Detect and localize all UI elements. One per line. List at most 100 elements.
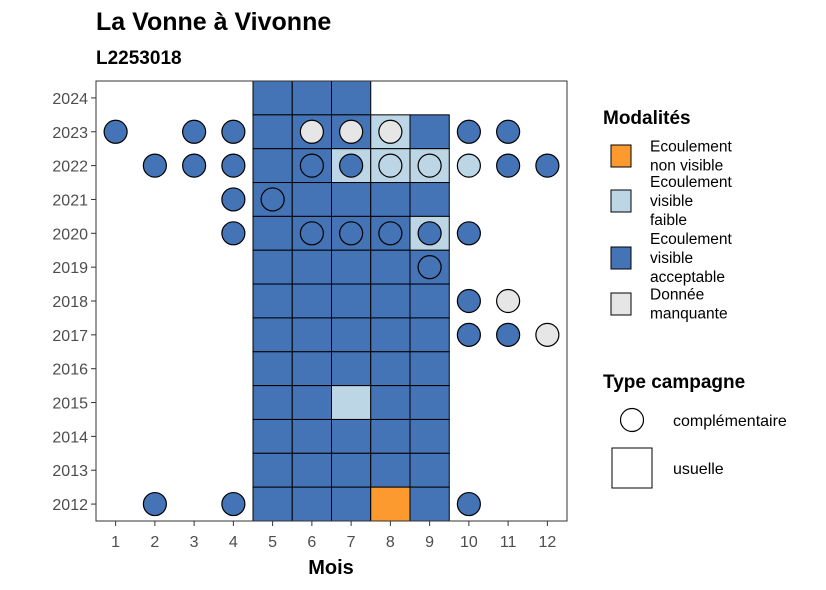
point-2019-9 xyxy=(417,255,442,280)
point-2023-1 xyxy=(103,119,128,144)
point-2022-8 xyxy=(378,153,403,178)
point-2021-4 xyxy=(221,187,246,212)
point-2022-3 xyxy=(182,153,207,178)
x-tick-label: 6 xyxy=(307,534,316,551)
legend-modalites-title: Modalités xyxy=(603,108,691,129)
x-tick-label: 11 xyxy=(500,534,517,551)
legend-key-square xyxy=(611,447,653,489)
point-2017-12 xyxy=(535,322,560,347)
tile-2014-6 xyxy=(291,418,332,454)
tile-2016-5 xyxy=(252,351,293,387)
y-tick-label: 2015 xyxy=(52,396,88,413)
legend-key-acceptable xyxy=(610,246,632,270)
complementaire-points xyxy=(103,119,560,517)
point-2020-6 xyxy=(299,221,324,246)
legend-label-acceptable: Ecoulement xyxy=(650,231,733,248)
tile-2015-8 xyxy=(370,385,411,420)
tile-2017-6 xyxy=(291,317,332,353)
tile-2017-9 xyxy=(409,317,450,353)
tile-2018-9 xyxy=(409,283,450,319)
point-2018-10 xyxy=(456,288,481,314)
point-2018-11 xyxy=(496,288,521,314)
tile-2021-7 xyxy=(331,182,372,217)
legend-label-manquante: Donnée xyxy=(650,287,704,304)
tile-2017-7 xyxy=(331,317,372,353)
point-2017-10 xyxy=(456,322,481,347)
legend-modalites: Modalités Ecoulement non visible Ecoulemen… xyxy=(603,108,733,323)
tile-2014-5 xyxy=(252,418,293,454)
point-2023-11 xyxy=(496,119,521,144)
usuelle-tiles xyxy=(252,80,450,522)
tile-2021-9 xyxy=(409,182,450,217)
point-2022-2 xyxy=(142,153,167,178)
tile-2019-7 xyxy=(331,249,372,285)
point-2012-10 xyxy=(456,491,481,517)
point-2020-10 xyxy=(456,221,481,246)
tile-2013-9 xyxy=(409,452,450,488)
tile-2021-8 xyxy=(370,182,411,217)
legend-key-manquante xyxy=(610,292,632,316)
legend-campagne-title: Type campagne xyxy=(603,372,745,393)
x-axis-title: Mois xyxy=(308,557,354,579)
tile-2021-6 xyxy=(291,182,332,217)
tile-2013-8 xyxy=(370,452,411,488)
y-tick-label: 2018 xyxy=(52,294,88,311)
tile-2018-7 xyxy=(331,283,372,319)
legend-label-faible: visible xyxy=(650,193,693,210)
point-2022-7 xyxy=(339,153,364,178)
tile-2013-7 xyxy=(331,452,372,488)
tile-2019-8 xyxy=(370,249,411,285)
tile-2016-7 xyxy=(331,351,372,387)
tile-2014-9 xyxy=(409,418,450,454)
tile-2016-6 xyxy=(291,351,332,387)
tile-2012-6 xyxy=(291,486,332,522)
x-tick-label: 9 xyxy=(425,534,434,551)
point-2020-7 xyxy=(339,221,364,246)
tile-2012-8 xyxy=(370,486,411,522)
point-2022-10 xyxy=(456,153,481,178)
tile-2012-9 xyxy=(409,486,450,522)
x-axis: 1 2 3 4 5 6 7 8 9 10 11 12 xyxy=(111,521,556,551)
x-tick-label: 8 xyxy=(386,534,395,551)
y-tick-label: 2016 xyxy=(52,362,88,379)
point-2020-8 xyxy=(378,221,403,246)
x-tick-label: 1 xyxy=(111,534,120,551)
tile-2016-9 xyxy=(409,351,450,387)
point-2023-3 xyxy=(182,119,207,144)
x-tick-label: 2 xyxy=(150,534,159,551)
tile-2019-6 xyxy=(291,249,332,285)
tile-2019-5 xyxy=(252,249,293,285)
point-2022-4 xyxy=(221,153,246,178)
y-tick-label: 2019 xyxy=(52,260,88,277)
tile-2018-8 xyxy=(370,283,411,319)
y-tick-label: 2023 xyxy=(52,125,88,142)
y-tick-label: 2021 xyxy=(52,192,88,209)
legend-label-manquante: manquante xyxy=(650,306,728,323)
tile-2013-6 xyxy=(291,452,332,488)
point-2022-6 xyxy=(299,153,324,178)
y-tick-label: 2014 xyxy=(52,429,88,446)
x-tick-label: 3 xyxy=(190,534,199,551)
tile-2023-9 xyxy=(409,114,450,150)
legend-label-acceptable: visible xyxy=(650,250,693,267)
point-2021-5 xyxy=(260,187,285,212)
y-tick-label: 2024 xyxy=(52,91,88,108)
y-tick-label: 2017 xyxy=(52,328,88,345)
tile-2024-7 xyxy=(331,80,372,116)
legend-label-faible: faible xyxy=(650,212,687,229)
legend-label-non_visible: non visible xyxy=(650,158,723,175)
chart-subtitle: L2253018 xyxy=(96,48,182,69)
point-2023-8 xyxy=(378,119,403,144)
legend-key-non_visible xyxy=(610,144,632,168)
legend-label-usuelle: usuelle xyxy=(673,461,724,478)
legend-label-non_visible: Ecoulement xyxy=(650,139,733,156)
tile-2018-6 xyxy=(291,283,332,319)
legend-label-acceptable: acceptable xyxy=(650,269,725,286)
y-tick-label: 2012 xyxy=(52,497,88,514)
point-2020-4 xyxy=(221,221,246,246)
legend-key-faible xyxy=(610,189,632,213)
legend-label-complementaire: complémentaire xyxy=(673,413,787,430)
tile-2016-8 xyxy=(370,351,411,387)
tile-2013-5 xyxy=(252,452,293,488)
